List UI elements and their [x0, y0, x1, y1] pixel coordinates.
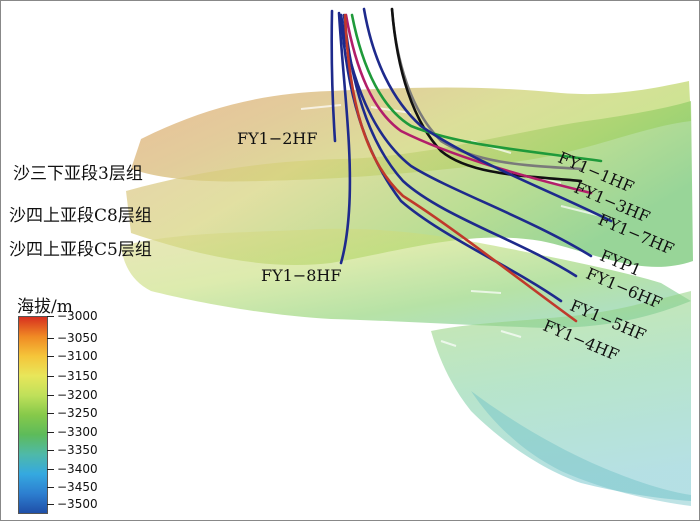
- legend-tick: −3400: [47, 462, 98, 476]
- well-label-fy1-2hf: FY1−2HF: [237, 129, 318, 148]
- legend-tick: −3500: [47, 497, 98, 511]
- legend-title: 海拔/m: [17, 297, 73, 317]
- layer-surface-s4s-c8: [126, 101, 693, 267]
- legend-tick: −3150: [47, 369, 98, 383]
- layer-surface-s3x3: [131, 81, 691, 182]
- layer-label-s3x3: 沙三下亚段3层组: [13, 164, 143, 184]
- layer-surface-cliff-lower: [471, 391, 691, 506]
- legend-tick: −3450: [47, 480, 98, 494]
- legend-tick: −3100: [47, 349, 98, 363]
- legend-tick: −3050: [47, 331, 98, 345]
- layer-label-s4s-c5: 沙四上亚段C5层组: [9, 240, 152, 260]
- well-trajectory-fy1-3hf: [344, 13, 593, 195]
- well-trajectory-green: [350, 13, 603, 163]
- legend-tick: −3250: [47, 406, 98, 420]
- legend-tick: −3350: [47, 443, 98, 457]
- legend-tick: −3000: [47, 309, 98, 323]
- well-trajectory-fy1-5hf: [339, 13, 563, 303]
- well-trajectory-fy1-4hf: [343, 13, 578, 323]
- well-trajectory-fy1-7hf: [362, 7, 613, 223]
- legend-tick: −3300: [47, 425, 98, 439]
- well-label-fy1-8hf: FY1−8HF: [261, 266, 342, 285]
- legend-tick: −3200: [47, 388, 98, 402]
- layer-label-s4s-c8: 沙四上亚段C8层组: [9, 206, 152, 226]
- layer-surface-cliff: [431, 291, 691, 501]
- well-trajectory-fy1-6hf: [342, 13, 578, 278]
- well-trajectory-fy1-2hf: [330, 9, 337, 143]
- elevation-colorbar: [18, 316, 48, 514]
- layer-surface-s4s-c5: [121, 228, 691, 328]
- well-trajectory-fy1-8hf: [337, 11, 352, 265]
